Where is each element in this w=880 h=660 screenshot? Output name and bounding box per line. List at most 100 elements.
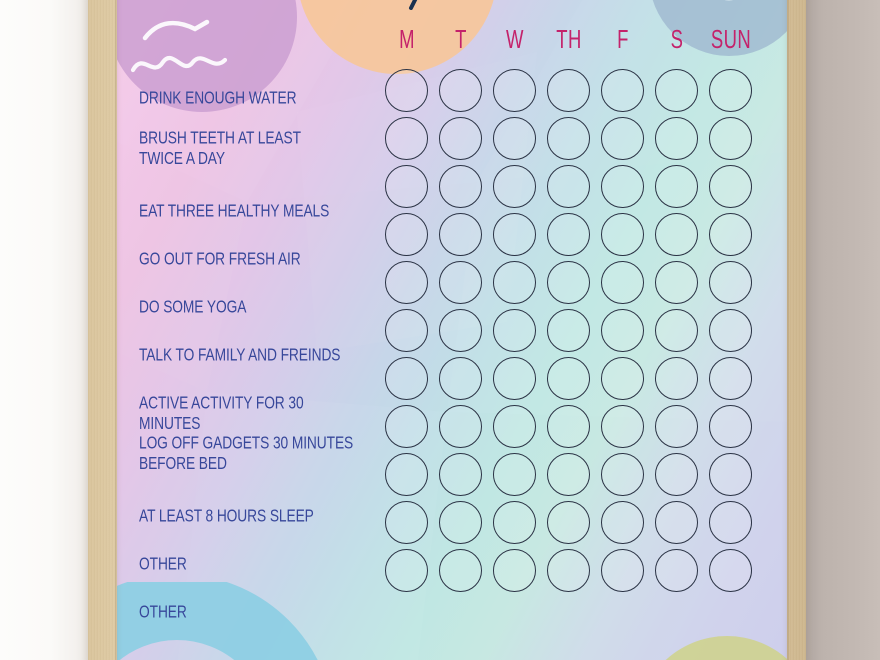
checkbox-r8-sun[interactable] <box>709 405 752 448</box>
checkbox-r7-sun[interactable] <box>709 357 752 400</box>
checkbox-r7-f[interactable] <box>601 357 644 400</box>
checkbox-r10-t[interactable] <box>439 501 482 544</box>
checkbox-r2-sun[interactable] <box>709 117 752 160</box>
checkbox-r6-th[interactable] <box>547 309 590 352</box>
task-label-active-activity: ACTIVE ACTIVITY FOR 30 MINUTES <box>139 394 304 434</box>
checkbox-r11-sun[interactable] <box>709 549 752 592</box>
checkbox-r6-t[interactable] <box>439 309 482 352</box>
checkbox-r3-f[interactable] <box>601 165 644 208</box>
checkbox-r2-f[interactable] <box>601 117 644 160</box>
checkbox-r5-th[interactable] <box>547 261 590 304</box>
checkbox-r2-m[interactable] <box>385 117 428 160</box>
checkbox-r5-f[interactable] <box>601 261 644 304</box>
checkbox-r4-th[interactable] <box>547 213 590 256</box>
checkbox-r2-t[interactable] <box>439 117 482 160</box>
day-header-row: M T W TH F S SUN <box>381 26 771 58</box>
checkbox-r1-w[interactable] <box>493 69 536 112</box>
checkbox-r8-s[interactable] <box>655 405 698 448</box>
checkbox-r9-sun[interactable] <box>709 453 752 496</box>
day-header-sun: SUN <box>710 26 752 55</box>
task-label-other-1: OTHER <box>139 555 187 575</box>
checkbox-r5-sun[interactable] <box>709 261 752 304</box>
task-label-yoga: DO SOME YOGA <box>139 298 247 318</box>
day-header-th: TH <box>556 26 582 55</box>
day-header-w: W <box>506 26 524 55</box>
checkbox-r11-w[interactable] <box>493 549 536 592</box>
checkbox-r4-s[interactable] <box>655 213 698 256</box>
checkbox-r11-m[interactable] <box>385 549 428 592</box>
checkbox-r8-w[interactable] <box>493 405 536 448</box>
checkbox-r5-s[interactable] <box>655 261 698 304</box>
day-header-s: S <box>670 26 684 55</box>
checkbox-r1-t[interactable] <box>439 69 482 112</box>
checkbox-r3-th[interactable] <box>547 165 590 208</box>
checkbox-r3-sun[interactable] <box>709 165 752 208</box>
checkbox-r2-th[interactable] <box>547 117 590 160</box>
checkbox-r3-t[interactable] <box>439 165 482 208</box>
checkbox-r8-t[interactable] <box>439 405 482 448</box>
task-label-talk-family: TALK TO FAMILY AND FREINDS <box>139 346 341 366</box>
checkbox-r3-s[interactable] <box>655 165 698 208</box>
checkbox-r7-m[interactable] <box>385 357 428 400</box>
checkbox-r3-m[interactable] <box>385 165 428 208</box>
task-label-drink-water: DRINK ENOUGH WATER <box>139 89 297 109</box>
checkbox-r9-th[interactable] <box>547 453 590 496</box>
checkbox-r6-w[interactable] <box>493 309 536 352</box>
checkbox-r10-s[interactable] <box>655 501 698 544</box>
day-header-t: T <box>455 26 467 55</box>
checkbox-r2-s[interactable] <box>655 117 698 160</box>
checkbox-r8-m[interactable] <box>385 405 428 448</box>
checkbox-r11-f[interactable] <box>601 549 644 592</box>
checkbox-r7-s[interactable] <box>655 357 698 400</box>
checkbox-r6-m[interactable] <box>385 309 428 352</box>
checkbox-r5-m[interactable] <box>385 261 428 304</box>
checkbox-r1-s[interactable] <box>655 69 698 112</box>
checkbox-r11-t[interactable] <box>439 549 482 592</box>
checkbox-r3-w[interactable] <box>493 165 536 208</box>
checkbox-r10-w[interactable] <box>493 501 536 544</box>
checkbox-r10-f[interactable] <box>601 501 644 544</box>
checkbox-r7-th[interactable] <box>547 357 590 400</box>
task-label-other-2: OTHER <box>139 603 187 623</box>
checkbox-r9-s[interactable] <box>655 453 698 496</box>
task-label-eight-hours-sleep: AT LEAST 8 HOURS SLEEP <box>139 507 314 527</box>
checkbox-r4-f[interactable] <box>601 213 644 256</box>
checkbox-r10-th[interactable] <box>547 501 590 544</box>
checkbox-r2-w[interactable] <box>493 117 536 160</box>
day-header-f: F <box>617 26 629 55</box>
checkbox-r4-w[interactable] <box>493 213 536 256</box>
checkbox-r1-th[interactable] <box>547 69 590 112</box>
checkbox-r4-m[interactable] <box>385 213 428 256</box>
checkbox-r10-sun[interactable] <box>709 501 752 544</box>
checkbox-r6-sun[interactable] <box>709 309 752 352</box>
habit-tracker-poster: M T W TH F S SUN DRINK ENOUGH WATER BRUS… <box>117 0 787 660</box>
checkbox-r8-th[interactable] <box>547 405 590 448</box>
checkbox-r6-s[interactable] <box>655 309 698 352</box>
wall-right-shadow <box>805 0 880 660</box>
checkbox-r6-f[interactable] <box>601 309 644 352</box>
task-label-fresh-air: GO OUT FOR FRESH AIR <box>139 250 301 270</box>
task-label-brush-teeth: BRUSH TEETH AT LEAST TWICE A DAY <box>139 129 301 169</box>
checkbox-r1-sun[interactable] <box>709 69 752 112</box>
checkbox-r5-w[interactable] <box>493 261 536 304</box>
checkbox-r9-m[interactable] <box>385 453 428 496</box>
tracker-content: M T W TH F S SUN DRINK ENOUGH WATER BRUS… <box>117 0 787 660</box>
checkbox-r9-f[interactable] <box>601 453 644 496</box>
checkbox-r5-t[interactable] <box>439 261 482 304</box>
wall-left <box>0 0 92 660</box>
checkbox-r7-w[interactable] <box>493 357 536 400</box>
checkbox-r4-t[interactable] <box>439 213 482 256</box>
checkbox-r11-s[interactable] <box>655 549 698 592</box>
checkbox-r4-sun[interactable] <box>709 213 752 256</box>
checkbox-r8-f[interactable] <box>601 405 644 448</box>
checkbox-r10-m[interactable] <box>385 501 428 544</box>
checkbox-r9-w[interactable] <box>493 453 536 496</box>
task-label-healthy-meals: EAT THREE HEALTHY MEALS <box>139 202 330 222</box>
task-label-log-off-gadgets: LOG OFF GADGETS 30 MINUTES BEFORE BED <box>139 434 354 474</box>
checkbox-r1-m[interactable] <box>385 69 428 112</box>
checkbox-r9-t[interactable] <box>439 453 482 496</box>
checkbox-r11-th[interactable] <box>547 549 590 592</box>
checkbox-r7-t[interactable] <box>439 357 482 400</box>
checkbox-r1-f[interactable] <box>601 69 644 112</box>
